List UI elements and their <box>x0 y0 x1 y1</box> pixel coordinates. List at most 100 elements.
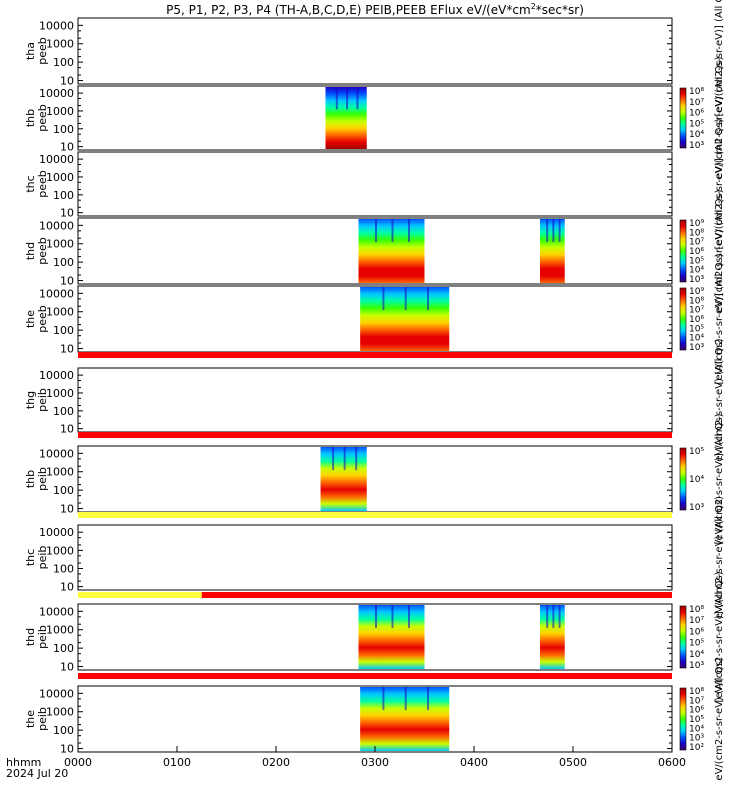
colorbar-tick-label: 10³ <box>689 343 704 353</box>
flag-bar-red <box>201 592 672 598</box>
panel-label-product: peeb <box>36 170 49 198</box>
panel-label: thapeeb <box>24 37 49 65</box>
colorbar-tick-label: 10³ <box>689 503 704 513</box>
y-tick-label: 10 <box>60 661 74 674</box>
colorbar-tick-label: 10³ <box>689 141 704 151</box>
y-tick-label: 10000 <box>39 219 74 232</box>
spectrogram-streak <box>391 219 394 243</box>
panel-label-product: peeb <box>36 305 49 333</box>
y-tick-label: 10 <box>60 141 74 154</box>
panel-label-probe: thb <box>24 109 37 127</box>
spectrogram-streak <box>546 219 549 243</box>
y-tick-label: 10000 <box>39 526 74 539</box>
panel-the_peib: 10100100010000thepeib10²10³10⁴10⁵10⁶10⁷1… <box>24 657 725 780</box>
panel-label-probe: thd <box>24 628 37 646</box>
y-tick-label: 10 <box>60 581 74 594</box>
spectrogram-streak <box>404 687 407 711</box>
panel-frame <box>77 603 673 671</box>
spectrogram-streak <box>375 605 377 629</box>
colorbar-tick-label: 10⁴ <box>689 130 704 140</box>
panel-label-probe: the <box>24 310 37 328</box>
flag-bar-red <box>78 352 672 358</box>
colorbar-tick-label: 10⁷ <box>689 98 704 108</box>
y-tick-label: 100 <box>53 189 74 202</box>
colorbar-tick-label: 10⁸ <box>689 87 704 97</box>
spectrogram-streak <box>558 219 561 243</box>
colorbar-tick-label: 10⁵ <box>689 324 704 334</box>
flag-bar-yellow <box>78 512 672 518</box>
panel-label-probe: thb <box>24 470 37 488</box>
panel-label-product: peeb <box>36 37 49 65</box>
spectrogram-streak <box>355 447 358 471</box>
spectrogram-streak <box>391 605 394 629</box>
colorbar <box>679 687 687 751</box>
y-tick-label: 10000 <box>39 447 74 460</box>
x-tick-label: 0000 <box>64 756 92 769</box>
panel-thd_peeb: 10100100010000thdpeeb10³10⁴10⁵10⁶10⁷10⁸1… <box>24 189 725 312</box>
colorbar-unit-label: [eV/(cm2-s-sr-eV)] (All Qs) <box>714 413 725 544</box>
y-tick-label: 10000 <box>39 19 74 32</box>
panel-label-probe: thg <box>24 391 37 409</box>
panel-the_peeb: 10100100010000thepeeb10³10⁴10⁵10⁶10⁷10⁸1… <box>24 253 725 384</box>
panel-label-probe: thc <box>24 175 37 192</box>
y-tick-label: 100 <box>53 123 74 136</box>
y-tick-label: 100 <box>53 562 74 575</box>
panel-label-probe: the <box>24 710 37 728</box>
panel-label-product: peib <box>36 625 49 649</box>
colorbar-unit-label: [eV/(cm2-s-sr-eV)] (All Qs) <box>714 571 725 702</box>
spectrogram-streak <box>382 687 385 711</box>
time-axis: 0000 0100 0200 0300 0400 0500 0600 <box>64 746 686 769</box>
panel-label: thcpeeb <box>24 170 49 198</box>
colorbar-tick-label: 10⁸ <box>689 605 704 615</box>
spectrogram-streak <box>546 605 549 629</box>
colorbar-tick-label: 10⁸ <box>689 228 704 238</box>
colorbar-tick-label: 10⁶ <box>689 706 704 716</box>
panel-label: thepeeb <box>24 305 49 333</box>
colorbar <box>679 87 687 149</box>
flag-bar-red <box>78 673 672 679</box>
spectrogram-streak <box>408 219 410 243</box>
y-tick-label: 10 <box>60 423 74 436</box>
y-tick-label: 10000 <box>39 605 74 618</box>
panel-frame <box>77 524 673 591</box>
colorbar-unit-label: eV/(cm2-s-sr-eV) (All Qs) <box>714 56 725 179</box>
y-tick-label: 100 <box>53 484 74 497</box>
y-tick-label: 10000 <box>39 287 74 300</box>
colorbar-tick-label: 10⁹ <box>689 287 704 297</box>
y-tick-label: 10000 <box>39 153 74 166</box>
colorbar-tick-label: 10⁵ <box>689 715 704 725</box>
panels-layer: 10 100 1000 10000 thapeeb [eV/(cm2-s-sr-eV)] … <box>24 0 725 781</box>
y-tick-label: 100 <box>53 724 74 737</box>
x-tick-label: 0100 <box>163 756 191 769</box>
panel-label: thbpeib <box>24 467 49 491</box>
colorbar-tick-label: 10⁵ <box>689 256 704 266</box>
spectrogram-streak <box>552 605 555 629</box>
panel-label-product: peib <box>36 707 49 731</box>
colorbar-tick-label: 10⁶ <box>689 247 704 257</box>
plot-title: P5, P1, P2, P3, P4 (TH-A,B,C,D,E) PEIB,P… <box>166 2 584 17</box>
date-label: 2024 Jul 20 <box>6 767 68 780</box>
panel-frame <box>77 17 673 85</box>
colorbar-unit-label: [eV/(cm2-s-sr-eV)] (All Qs) <box>714 0 725 116</box>
panel-label-product: peib <box>36 546 49 570</box>
y-tick-label: 10 <box>60 207 74 220</box>
x-tick-label: 0300 <box>361 756 389 769</box>
colorbar-tick-label: 10⁸ <box>689 296 704 306</box>
colorbar-tick-label: 10⁴ <box>689 266 704 276</box>
colorbar-tick-label: 10⁷ <box>689 616 704 626</box>
colorbar <box>679 219 687 283</box>
y-tick-label: 1000 <box>46 624 74 637</box>
colorbar-tick-label: 10⁵ <box>689 119 704 129</box>
panel-frame <box>77 151 673 217</box>
x-tick-label: 0500 <box>559 756 587 769</box>
panel-label: thgpeib <box>24 388 49 412</box>
y-tick-label: 1000 <box>46 306 74 319</box>
panel-frame <box>77 217 673 285</box>
y-tick-label: 100 <box>53 405 74 418</box>
colorbar-tick-label: 10⁸ <box>689 687 704 697</box>
colorbar-tick-label: 10⁴ <box>689 334 704 344</box>
y-tick-label: 10000 <box>39 87 74 100</box>
spectrogram-streak <box>346 87 349 110</box>
panel-label-probe: thd <box>24 242 37 260</box>
